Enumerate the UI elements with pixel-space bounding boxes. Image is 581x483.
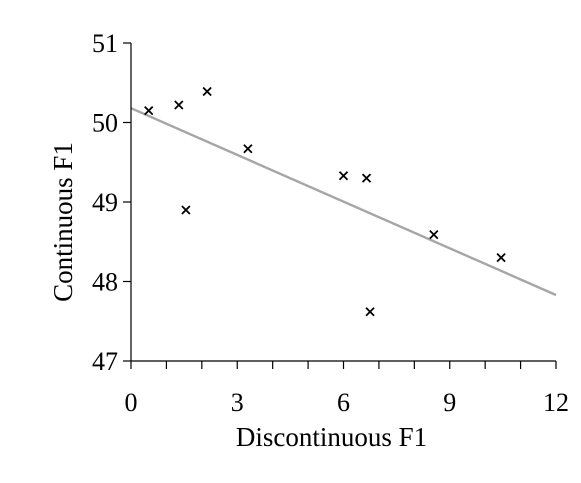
- data-point-stroke: [174, 100, 184, 110]
- data-point: [496, 253, 506, 263]
- tick-labels: 47 48 49 50 51 0 3 6 9 12: [92, 29, 569, 417]
- data-points: [144, 86, 506, 317]
- data-point-stroke: [181, 205, 191, 215]
- data-point-stroke: [243, 144, 253, 154]
- data-point-stroke: [365, 307, 375, 317]
- y-tick-label: 49: [92, 188, 118, 217]
- data-point-stroke: [338, 171, 349, 181]
- data-point: [243, 144, 253, 154]
- data-point: [429, 229, 439, 240]
- data-point-stroke: [144, 105, 154, 116]
- data-point-stroke: [429, 229, 439, 240]
- y-axis-title: Continuous F1: [48, 142, 78, 302]
- data-point-stroke: [496, 253, 506, 263]
- axes: [123, 42, 557, 369]
- data-point: [365, 307, 375, 317]
- y-tick-label: 50: [92, 109, 118, 138]
- y-tick-label: 51: [92, 29, 118, 58]
- data-point: [144, 105, 154, 116]
- data-point: [174, 100, 184, 110]
- x-tick-label: 9: [443, 388, 456, 417]
- data-point: [202, 86, 212, 97]
- x-tick-label: 12: [543, 388, 569, 417]
- data-point: [338, 171, 349, 181]
- trendline-layer: [130, 107, 557, 297]
- x-tick-label: 3: [231, 388, 244, 417]
- trendline: [130, 107, 557, 297]
- y-tick-label: 48: [92, 268, 118, 297]
- data-point: [361, 173, 372, 183]
- data-point-stroke: [361, 173, 372, 183]
- x-tick-label: 6: [337, 388, 350, 417]
- x-axis-title: Discontinuous F1: [236, 422, 427, 452]
- x-tick-label: 0: [125, 388, 138, 417]
- data-point-stroke: [202, 86, 212, 97]
- data-point: [181, 205, 191, 215]
- y-tick-label: 47: [92, 347, 118, 376]
